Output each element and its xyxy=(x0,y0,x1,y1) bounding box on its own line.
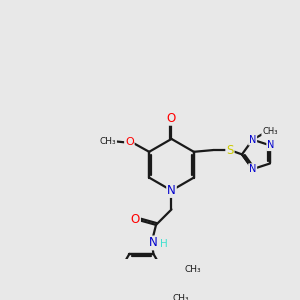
Text: S: S xyxy=(226,144,234,157)
Text: N: N xyxy=(249,164,256,174)
Text: O: O xyxy=(131,213,140,226)
Text: O: O xyxy=(125,136,134,146)
Text: CH₃: CH₃ xyxy=(185,265,201,274)
Text: N: N xyxy=(249,135,256,145)
Text: O: O xyxy=(167,112,176,125)
Text: CH₃: CH₃ xyxy=(172,294,189,300)
Text: N: N xyxy=(167,184,176,197)
Text: H: H xyxy=(160,239,168,249)
Text: N: N xyxy=(267,140,274,150)
Text: CH₃: CH₃ xyxy=(262,127,278,136)
Text: N: N xyxy=(149,236,158,249)
Text: CH₃: CH₃ xyxy=(100,137,116,146)
